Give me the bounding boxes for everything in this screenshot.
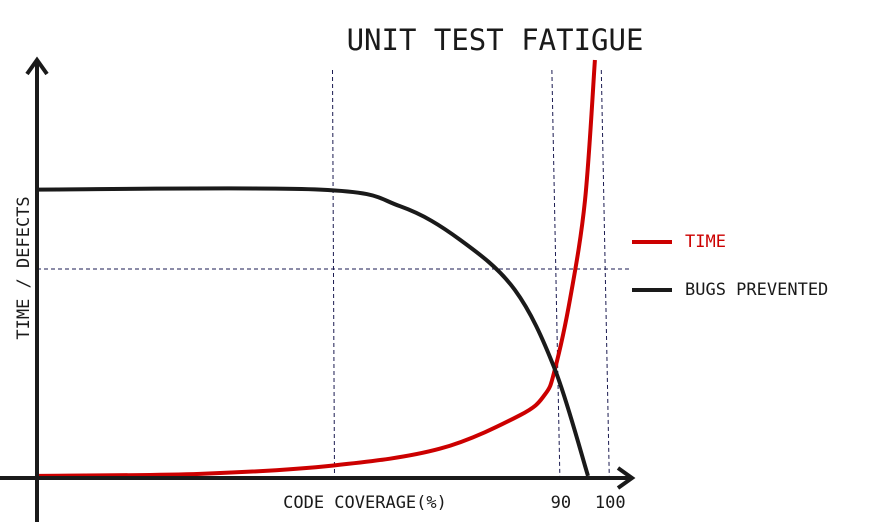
reference-line bbox=[332, 69, 335, 479]
legend-label: BUGS PREVENTED bbox=[685, 280, 828, 300]
line-series bbox=[36, 186, 590, 477]
plot-area bbox=[36, 59, 630, 479]
y-axis-arrow bbox=[25, 56, 49, 76]
chart-title: UNIT TEST FATIGUE bbox=[347, 23, 644, 57]
line-series bbox=[36, 59, 597, 478]
x-tick-label: 90 bbox=[551, 493, 571, 513]
grid-line bbox=[551, 69, 561, 479]
legend-label: TIME bbox=[685, 232, 726, 252]
x-axis-label: CODE COVERAGE(%) bbox=[283, 493, 447, 513]
x-tick-label: 100 bbox=[595, 493, 626, 513]
grid-line bbox=[600, 69, 610, 479]
y-axis-label: TIME / DEFECTS bbox=[14, 196, 34, 339]
x-axis-arrow bbox=[616, 466, 636, 490]
